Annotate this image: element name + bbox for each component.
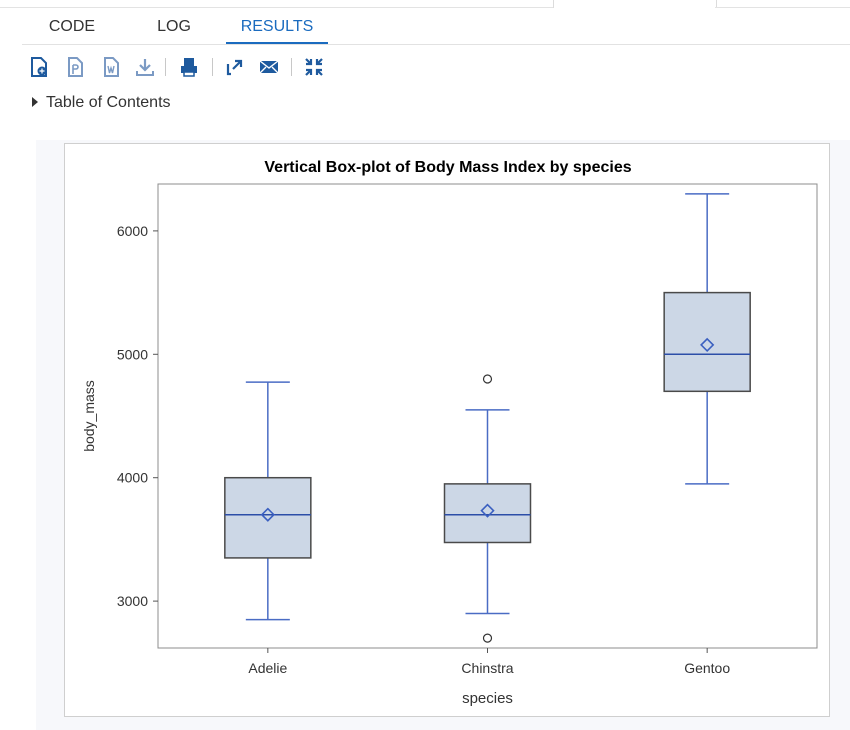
y-tick-label: 4000 <box>117 470 148 486</box>
x-axis-label: species <box>462 690 513 707</box>
outer-active-tab[interactable] <box>553 0 717 8</box>
tab-log[interactable]: LOG <box>157 18 191 35</box>
results-toolbar <box>28 54 848 82</box>
y-tick-label: 6000 <box>117 223 148 239</box>
toolbar-separator <box>165 58 166 76</box>
mean-marker <box>700 337 715 353</box>
top-strip <box>0 0 850 8</box>
toolbar-separator <box>291 58 292 76</box>
result-tabs: CODE LOG RESULTS <box>22 12 850 45</box>
outlier-point <box>482 633 493 643</box>
download-pdf-icon[interactable] <box>64 56 86 78</box>
graph-frame: Vertical Box-plot of Body Mass Index by … <box>64 143 830 717</box>
caret-right-icon <box>32 96 38 107</box>
top-divider <box>0 0 553 8</box>
boxplot-chart: Vertical Box-plot of Body Mass Index by … <box>81 159 818 707</box>
x-tick-label: Gentoo <box>684 660 730 676</box>
x-tick-label: Chinstra <box>461 660 513 676</box>
x-tick-label: Adelie <box>248 660 287 676</box>
email-icon[interactable] <box>258 56 280 78</box>
y-tick-label: 5000 <box>117 346 148 362</box>
box-iqr <box>443 483 532 544</box>
table-of-contents-toggle[interactable]: Table of Contents <box>32 93 171 115</box>
box-iqr <box>224 476 312 559</box>
y-tick-label: 3000 <box>117 593 148 609</box>
tab-code[interactable]: CODE <box>48 18 96 35</box>
box-iqr <box>663 291 751 393</box>
open-new-window-icon[interactable] <box>224 56 246 78</box>
toolbar-separator <box>212 58 213 76</box>
toc-label: Table of Contents <box>46 94 171 111</box>
mean-marker <box>260 507 275 522</box>
print-icon[interactable] <box>178 56 200 78</box>
top-divider <box>715 0 850 8</box>
collapse-icon[interactable] <box>303 56 325 78</box>
tab-results[interactable]: RESULTS <box>226 12 328 44</box>
download-word-icon[interactable] <box>100 56 122 78</box>
chart-title: Vertical Box-plot of Body Mass Index by … <box>264 159 631 176</box>
mean-marker <box>480 503 495 518</box>
y-axis-label: body_mass <box>81 380 97 452</box>
outlier-point <box>482 374 493 384</box>
download-html-icon[interactable] <box>28 56 50 78</box>
download-icon[interactable] <box>134 56 156 78</box>
